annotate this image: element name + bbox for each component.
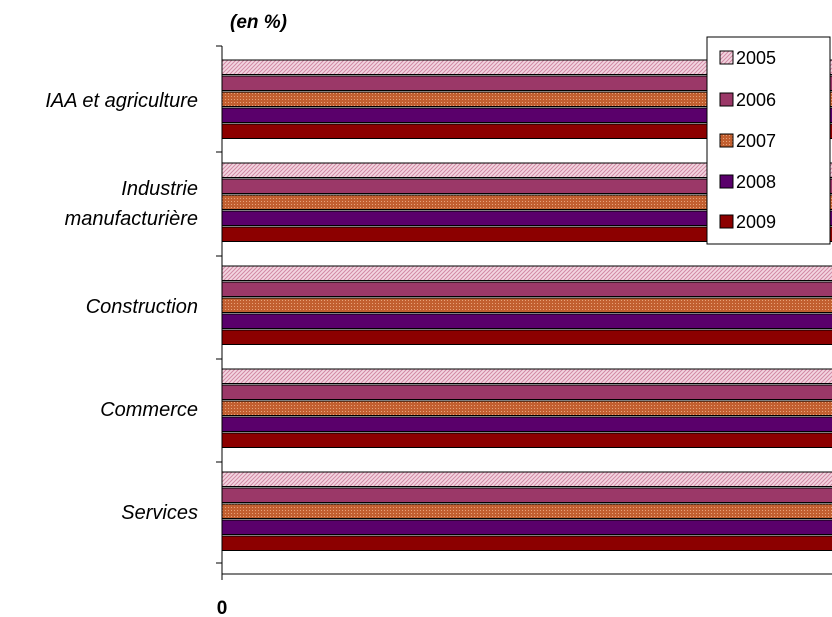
bar-2007-4 xyxy=(221,503,832,519)
legend-swatch-2007 xyxy=(719,133,734,148)
legend-swatch-2006 xyxy=(719,92,734,107)
legend: 2005 2006 2007 2008 2009 xyxy=(706,36,831,245)
axes-group: IAA et agriculture Industrie manufacturièr… xyxy=(45,45,832,617)
legend-swatch-2009 xyxy=(719,214,734,229)
legend-label-2009: 2009 xyxy=(736,212,776,232)
category-label-0: IAA et agriculture xyxy=(45,90,198,112)
category-label-1: Industrie xyxy=(121,178,198,200)
legend-swatch-2008 xyxy=(719,174,734,189)
bar-2008-2 xyxy=(221,313,832,329)
legend-label-2005: 2005 xyxy=(736,48,776,68)
bar-2008-4 xyxy=(221,519,832,535)
bar-2008-3 xyxy=(221,416,832,432)
legend-label-2007: 2007 xyxy=(736,131,776,151)
legend-label-2008: 2008 xyxy=(736,172,776,192)
bar-2005-2 xyxy=(221,265,832,281)
category-label-3: Commerce xyxy=(100,399,198,421)
bar-2009-2 xyxy=(221,329,832,345)
bar-2007-2 xyxy=(221,297,832,313)
bar-2009-4 xyxy=(221,535,832,551)
bar-2006-4 xyxy=(221,487,832,503)
bar-2005-4 xyxy=(221,471,832,487)
bar-2006-3 xyxy=(221,384,832,400)
bar-2006-2 xyxy=(221,281,832,297)
bar-2007-3 xyxy=(221,400,832,416)
category-label-4: Services xyxy=(121,502,198,524)
bar-2005-3 xyxy=(221,368,832,384)
legend-label-2006: 2006 xyxy=(736,90,776,110)
unit-label: (en %) xyxy=(230,12,287,33)
category-label-2: Construction xyxy=(86,296,198,318)
bar-2009-3 xyxy=(221,432,832,448)
x-tick-label-0: 0 xyxy=(217,598,228,617)
category-label-1: manufacturière xyxy=(65,208,198,230)
legend-swatch-2005 xyxy=(719,50,734,65)
